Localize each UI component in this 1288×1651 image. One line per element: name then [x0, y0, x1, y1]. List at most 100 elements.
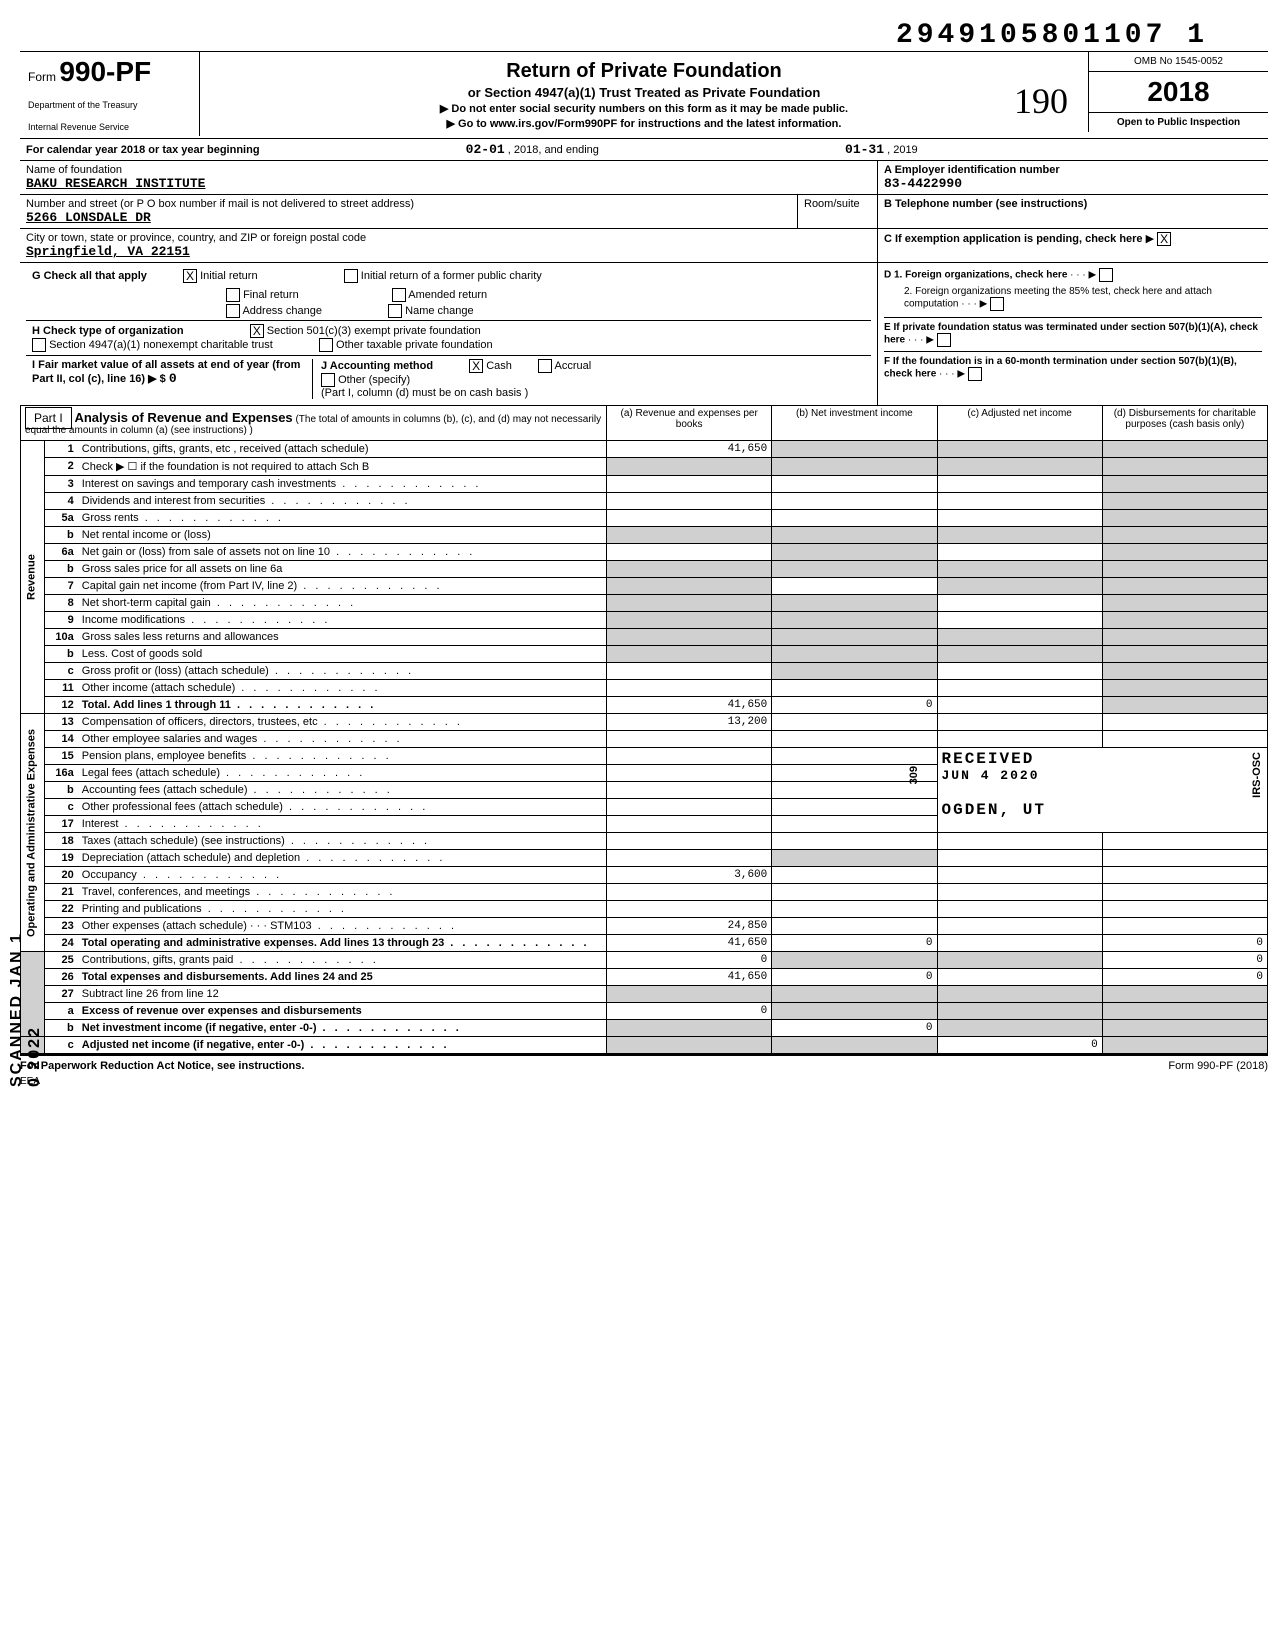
- i-label: I Fair market value of all assets at end…: [32, 359, 300, 385]
- h-4947-cb[interactable]: [32, 338, 46, 352]
- e-cb[interactable]: [937, 333, 951, 347]
- c-checkbox[interactable]: X: [1157, 232, 1171, 246]
- line-10a: Gross sales less returns and allowances: [78, 629, 607, 646]
- line-3: Interest on savings and temporary cash i…: [82, 478, 336, 490]
- g-initial: Initial return: [200, 270, 257, 282]
- g-final: Final return: [243, 289, 299, 301]
- g-addr-cb[interactable]: [226, 304, 240, 318]
- line-25: Contributions, gifts, grants paid: [82, 954, 234, 966]
- g-final-cb[interactable]: [226, 288, 240, 302]
- form-header: Form 990-PF Department of the Treasury I…: [20, 51, 1268, 138]
- g-amended-cb[interactable]: [392, 288, 406, 302]
- ein-value: 83-4422990: [884, 176, 1262, 191]
- tracking-number: 2949105801107 1: [20, 20, 1268, 51]
- line-18: Taxes (attach schedule) (see instruction…: [82, 835, 285, 847]
- name-ein-row: Name of foundation BAKU RESEARCH INSTITU…: [20, 160, 1268, 194]
- line-26-b: 0: [772, 969, 937, 986]
- j-cash: Cash: [486, 360, 512, 372]
- f-label: F If the foundation is in a 60-month ter…: [884, 356, 1237, 380]
- ogden-stamp: OGDEN, UT: [942, 801, 1264, 819]
- line-26: Total expenses and disbursements. Add li…: [78, 969, 607, 986]
- code-stamp: 309: [908, 766, 920, 784]
- form-number: 990-PF: [59, 56, 151, 87]
- line-13: Compensation of officers, directors, tru…: [82, 716, 318, 728]
- col-d-header: (d) Disbursements for charitable purpose…: [1102, 406, 1267, 441]
- omb-number: OMB No 1545-0052: [1089, 52, 1268, 72]
- line-25-d: 0: [1102, 952, 1267, 969]
- line-17: Interest: [82, 818, 119, 830]
- line-25-a: 0: [607, 952, 772, 969]
- form-title: Return of Private Foundation: [206, 60, 1082, 83]
- form-subtitle: or Section 4947(a)(1) Trust Treated as P…: [206, 85, 1082, 100]
- foundation-name: BAKU RESEARCH INSTITUTE: [26, 176, 871, 191]
- line-16c: Other professional fees (attach schedule…: [82, 801, 283, 813]
- h-other: Other taxable private foundation: [336, 339, 493, 351]
- line-23-a: 24,850: [607, 918, 772, 935]
- line-4: Dividends and interest from securities: [82, 495, 265, 507]
- date-stamp: JUN 4 2020: [942, 768, 1264, 783]
- j-note: (Part I, column (d) must be on cash basi…: [321, 387, 528, 399]
- line-20: Occupancy: [82, 869, 137, 881]
- j-accrual-cb[interactable]: [538, 359, 552, 373]
- line-21: Travel, conferences, and meetings: [82, 886, 250, 898]
- form-ref: Form 990-PF (2018): [1168, 1060, 1268, 1072]
- line-12-a: 41,650: [607, 697, 772, 714]
- g-former: Initial return of a former public charit…: [361, 270, 542, 282]
- year-endyr: , 2019: [887, 144, 918, 156]
- j-other: Other (specify): [338, 374, 410, 386]
- line-12-b: 0: [772, 697, 937, 714]
- line-11: Other income (attach schedule): [82, 682, 235, 694]
- i-value: 0: [169, 371, 177, 386]
- line-16a: Legal fees (attach schedule): [82, 767, 220, 779]
- line-27b-b: 0: [772, 1020, 937, 1037]
- j-other-cb[interactable]: [321, 373, 335, 387]
- g-former-cb[interactable]: [344, 269, 358, 283]
- d2-label: 2. Foreign organizations meeting the 85%…: [904, 286, 1212, 310]
- line-2: Check ▶ ☐ if the foundation is not requi…: [78, 458, 607, 476]
- line-27a-a: 0: [607, 1003, 772, 1020]
- name-label: Name of foundation: [26, 164, 871, 176]
- j-label: J Accounting method: [321, 360, 433, 372]
- line-19: Depreciation (attach schedule) and deple…: [82, 852, 300, 864]
- line-27: Subtract line 26 from line 12: [78, 986, 607, 1003]
- line-26-a: 41,650: [607, 969, 772, 986]
- h-other-cb[interactable]: [319, 338, 333, 352]
- street-address: 5266 LONSDALE DR: [26, 210, 791, 225]
- h-501c3-cb[interactable]: X: [250, 324, 264, 338]
- d1-cb[interactable]: [1099, 268, 1113, 282]
- line-24-b: 0: [772, 935, 937, 952]
- c-label: C If exemption application is pending, c…: [884, 233, 1143, 245]
- j-cash-cb[interactable]: X: [469, 359, 483, 373]
- analysis-table: Part I Analysis of Revenue and Expenses …: [20, 405, 1268, 1054]
- d2-cb[interactable]: [990, 297, 1004, 311]
- line-10c: Gross profit or (loss) (attach schedule): [82, 665, 269, 677]
- g-label: G Check all that apply: [32, 270, 147, 282]
- public-inspection: Open to Public Inspection: [1089, 113, 1268, 132]
- line-1: Contributions, gifts, grants, etc , rece…: [78, 441, 607, 458]
- form-number-box: Form 990-PF Department of the Treasury I…: [20, 52, 200, 136]
- received-stamp: RECEIVED: [942, 750, 1264, 768]
- line-13-a: 13,200: [607, 714, 772, 731]
- line-6b: Gross sales price for all assets on line…: [78, 561, 607, 578]
- line-24-a: 41,650: [607, 935, 772, 952]
- addr-label: Number and street (or P O box number if …: [26, 198, 791, 210]
- tax-year: 2018: [1089, 72, 1268, 113]
- line-1-a: 41,650: [607, 441, 772, 458]
- dept-irs: Internal Revenue Service: [28, 122, 191, 132]
- year-end: 01-31: [845, 142, 884, 157]
- h-501c3: Section 501(c)(3) exempt private foundat…: [267, 325, 481, 337]
- g-initial-cb[interactable]: X: [183, 269, 197, 283]
- paperwork-notice: For Paperwork Reduction Act Notice, see …: [20, 1060, 304, 1072]
- line-23: Other expenses (attach schedule) · · · S…: [82, 920, 312, 932]
- phone-label: B Telephone number (see instructions): [884, 198, 1262, 210]
- col-b-header: (b) Net investment income: [772, 406, 937, 441]
- line-24: Total operating and administrative expen…: [82, 937, 444, 949]
- city-c-row: City or town, state or province, country…: [20, 228, 1268, 262]
- f-cb[interactable]: [968, 367, 982, 381]
- cal-year-label: For calendar year 2018 or tax year begin…: [26, 144, 260, 156]
- address-row: Number and street (or P O box number if …: [20, 194, 1268, 228]
- city-value: Springfield, VA 22151: [26, 244, 871, 259]
- line-15: Pension plans, employee benefits: [82, 750, 247, 762]
- g-name-cb[interactable]: [388, 304, 402, 318]
- handwritten-note: 190: [1014, 80, 1068, 122]
